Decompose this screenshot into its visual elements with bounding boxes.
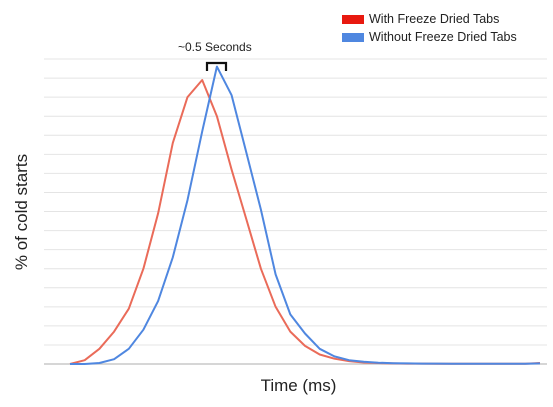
series-line-without-freeze-dried-tabs [70, 65, 541, 365]
legend-item-with: With Freeze Dried Tabs [342, 10, 517, 28]
x-axis-label: Time (ms) [260, 376, 337, 395]
annotation-bracket [205, 61, 228, 71]
legend-label-with: With Freeze Dried Tabs [369, 12, 500, 26]
legend-label-without: Without Freeze Dried Tabs [369, 30, 517, 44]
legend-swatch-with [342, 14, 364, 24]
legend-item-without: Without Freeze Dried Tabs [342, 28, 517, 46]
annotation-label: ~0.5 Seconds [178, 40, 252, 54]
legend: With Freeze Dried Tabs Without Freeze Dr… [342, 10, 517, 46]
series-line-with-freeze-dried-tabs [69, 79, 541, 365]
y-axis-label: % of cold starts [12, 153, 31, 271]
series-group [69, 65, 541, 365]
gridlines [44, 58, 547, 346]
legend-swatch-without [342, 32, 364, 42]
